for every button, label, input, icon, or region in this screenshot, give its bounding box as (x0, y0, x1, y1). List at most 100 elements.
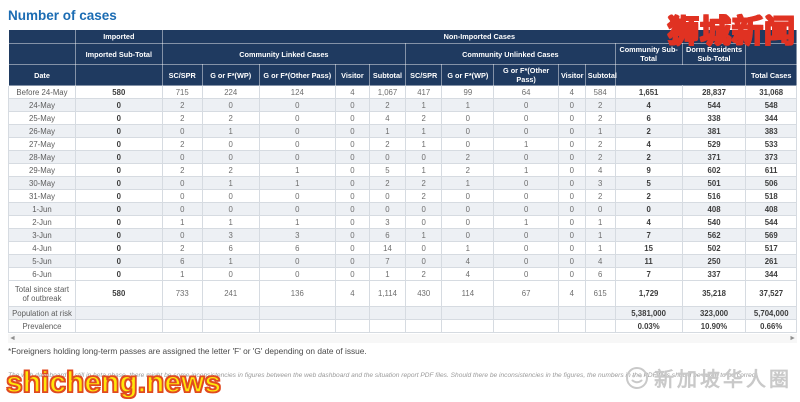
value-cell: 430 (405, 280, 443, 308)
value-cell: 0 (557, 215, 586, 230)
value-cell: 2 (441, 163, 495, 178)
value-cell: 0 (74, 215, 163, 230)
value-cell: 0 (334, 215, 370, 230)
value-cell: 0 (201, 202, 260, 217)
value-cell: 381 (681, 124, 747, 139)
table-row: Prevalence 0.03% 10.90% 0.66% (8, 319, 797, 334)
value-cell: 1,114 (368, 280, 407, 308)
date-cell: Total since start of outbreak (8, 280, 76, 308)
value-cell: 0 (441, 215, 495, 230)
value-cell: 0 (74, 189, 163, 204)
table-row: 26-May 0 0 1 0 0 1 1 0 0 0 1 2 381 383 (8, 124, 797, 139)
value-cell: 1,729 (614, 280, 683, 308)
value-cell: 0 (441, 111, 495, 126)
value-cell (405, 319, 443, 334)
value-cell: 7 (614, 228, 683, 243)
value-cell (557, 319, 586, 334)
value-cell: 6 (368, 228, 407, 243)
value-cell: 1 (405, 137, 443, 152)
value-cell: 0 (334, 202, 370, 217)
value-cell (441, 319, 495, 334)
value-cell: 0 (557, 267, 586, 282)
value-cell: 373 (745, 150, 797, 165)
value-cell: 584 (584, 85, 616, 100)
value-cell: 4 (441, 267, 495, 282)
value-cell: 2 (405, 267, 443, 282)
value-cell: 2 (161, 241, 203, 256)
cases-table-container[interactable]: Imported Non-Imported Cases Imported Sub… (8, 29, 798, 344)
value-cell: 9 (614, 163, 683, 178)
table-row: 30-May 0 0 1 1 0 2 2 1 0 0 3 5 501 506 (8, 176, 797, 191)
value-cell: 3 (201, 228, 260, 243)
value-cell: 124 (258, 85, 336, 100)
value-cell: 224 (201, 85, 260, 100)
value-cell: 1 (405, 124, 443, 139)
header-unlinked-otherpass: G or F*(Other Pass) (493, 64, 559, 87)
value-cell: 1 (584, 228, 616, 243)
value-cell: 0 (334, 124, 370, 139)
value-cell: 10.90% (681, 319, 747, 334)
value-cell: 1 (584, 124, 616, 139)
header-date-spacer (8, 29, 76, 44)
header-linked-scspr: SC/SPR (161, 64, 203, 87)
value-cell: 0 (334, 254, 370, 269)
header-subtotals-spacer (614, 64, 747, 87)
table-row: Before 24-May 580 715 224 124 4 1,067 417 99 64 4 5… (8, 85, 797, 100)
date-cell: 27-May (8, 137, 76, 152)
value-cell: 0 (74, 267, 163, 282)
value-cell: 0 (258, 150, 336, 165)
value-cell: 6 (614, 111, 683, 126)
value-cell: 7 (368, 254, 407, 269)
scroll-right-arrow[interactable]: ► (789, 335, 796, 343)
value-cell: 615 (584, 280, 616, 308)
value-cell: 0 (258, 267, 336, 282)
value-cell: 4 (584, 163, 616, 178)
header-dorm-subtotal: Dorm Residents Sub-Total (681, 42, 747, 66)
value-cell: 2 (441, 150, 495, 165)
header-community-unlinked: Community Unlinked Cases (405, 42, 616, 66)
value-cell: 0 (405, 254, 443, 269)
value-cell: 0 (493, 241, 559, 256)
value-cell: 0 (368, 202, 407, 217)
value-cell: 0 (405, 241, 443, 256)
value-cell (161, 319, 203, 334)
value-cell: 0 (161, 176, 203, 191)
horizontal-scrollbar[interactable]: ◄ ► (8, 334, 797, 344)
value-cell: 0 (441, 228, 495, 243)
table-row: 24-May 0 2 0 0 0 2 1 1 0 0 2 4 544 548 (8, 98, 797, 113)
page-title: Number of cases (8, 8, 117, 23)
value-cell: 0 (557, 137, 586, 152)
value-cell: 0 (557, 202, 586, 217)
value-cell: 529 (681, 137, 747, 152)
value-cell: 0 (493, 124, 559, 139)
value-cell: 6 (201, 241, 260, 256)
value-cell: 0 (334, 111, 370, 126)
value-cell: 0 (74, 254, 163, 269)
header-unlinked-wp: G or F*(WP) (441, 64, 495, 87)
value-cell: 0 (334, 150, 370, 165)
table-row: 29-May 0 2 2 1 0 5 1 2 1 0 4 9 602 611 (8, 163, 797, 178)
value-cell: 4 (614, 215, 683, 230)
value-cell: 0 (441, 124, 495, 139)
value-cell: 4 (441, 254, 495, 269)
value-cell: 0 (258, 202, 336, 217)
value-cell: 67 (493, 280, 559, 308)
scroll-left-arrow[interactable]: ◄ (9, 335, 16, 343)
date-cell: 30-May (8, 176, 76, 191)
watermark-shicheng-news-url: shicheng.news (5, 365, 222, 400)
footnote-text: *Foreigners holding long-term passes are… (8, 346, 367, 357)
value-cell: 544 (745, 215, 797, 230)
value-cell: 5,704,000 (745, 306, 797, 321)
value-cell (584, 319, 616, 334)
table-row: 2-Jun 0 1 1 1 0 3 0 0 1 0 1 4 540 544 (8, 215, 797, 230)
header-date-spacer (8, 42, 76, 66)
value-cell: 0 (557, 254, 586, 269)
value-cell: 2 (405, 111, 443, 126)
value-cell: 533 (745, 137, 797, 152)
table-row: Population at risk 5,381,000 323,000 5,704,… (8, 306, 797, 321)
value-cell: 0 (493, 150, 559, 165)
value-cell: 344 (745, 111, 797, 126)
table-row: 31-May 0 0 0 0 0 0 2 0 0 0 2 2 516 518 (8, 189, 797, 204)
value-cell: 2 (614, 150, 683, 165)
value-cell: 2 (161, 111, 203, 126)
